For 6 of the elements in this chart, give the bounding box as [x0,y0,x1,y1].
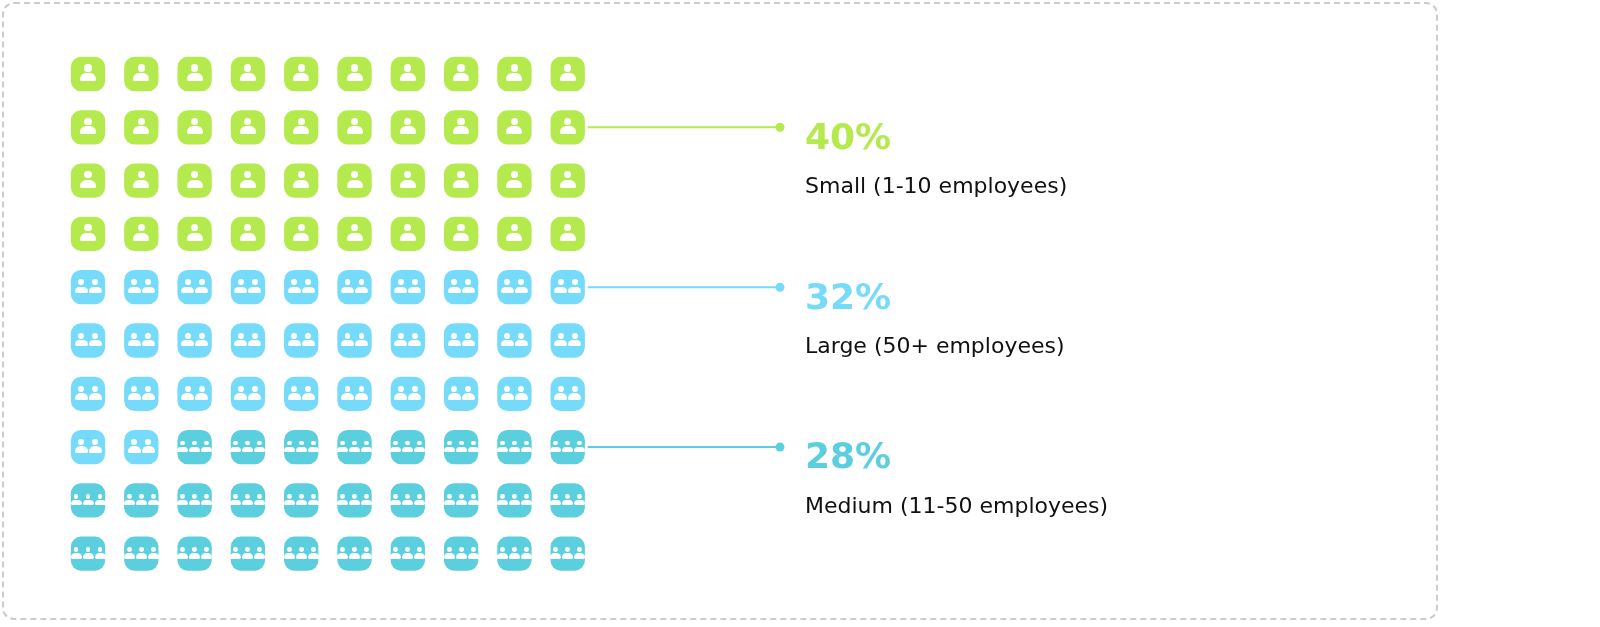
category-label: Medium (11-50 employees) [805,492,1109,518]
data-label: 40% [805,115,892,157]
category-label: Small (1-10 employees) [805,173,1068,199]
data-label: 32% [805,275,892,317]
data-label: 28% [805,435,892,477]
category-label: Large (50+ employees) [805,332,1065,358]
